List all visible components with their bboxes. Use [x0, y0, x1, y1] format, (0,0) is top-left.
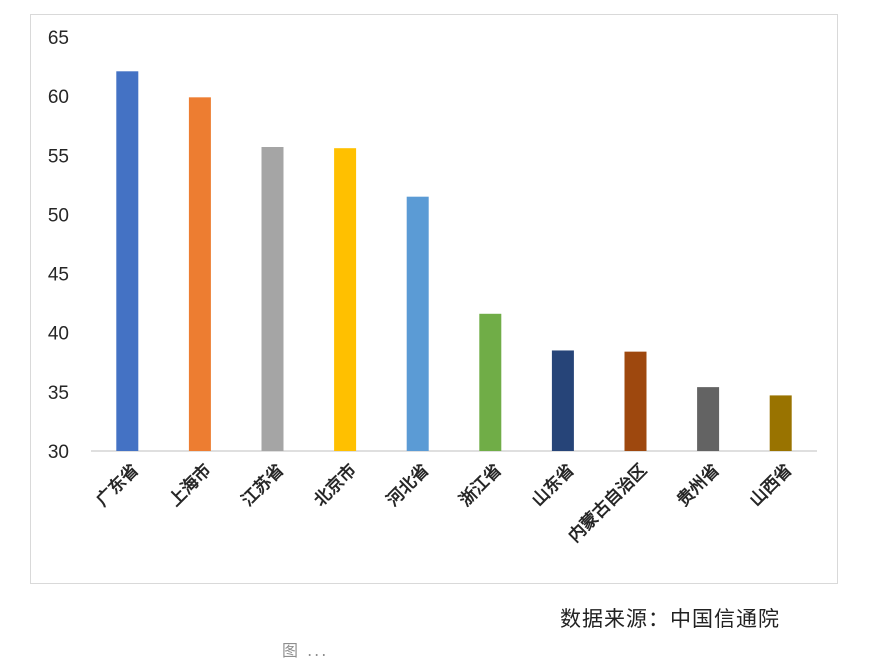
y-tick-label: 35 — [48, 383, 69, 404]
bar-7 — [551, 350, 574, 451]
figure-caption-cutoff: 图 ... — [282, 641, 329, 660]
x-category-label: 江苏省 — [237, 460, 288, 511]
x-category-label: 浙江省 — [455, 460, 506, 511]
bar-6 — [479, 313, 502, 451]
y-tick-label: 40 — [48, 324, 69, 345]
x-category-label: 北京市 — [310, 460, 361, 511]
bar-8 — [624, 351, 647, 451]
bar-3 — [261, 147, 284, 451]
x-category-label: 贵州省 — [673, 460, 724, 511]
bar-chart: 30 35 40 45 50 55 60 65 广东省 上海市 江苏省 北京市 河北省 浙江省 山东省内蒙古… — [48, 28, 817, 547]
x-category-label: 河北省 — [382, 460, 433, 511]
bar-10 — [769, 395, 792, 451]
y-tick-label: 30 — [48, 442, 69, 463]
y-tick-label: 65 — [48, 28, 69, 49]
x-category-label: 内蒙古自治区 — [564, 460, 651, 547]
y-tick-label: 60 — [48, 87, 69, 108]
bar-5 — [406, 196, 429, 451]
chart-frame: 30 35 40 45 50 55 60 65 广东省 上海市 江苏省 北京市 河北省 浙江省 山东省 内蒙古… — [30, 14, 838, 584]
x-category-label: 山东省 — [528, 460, 579, 511]
bar-9 — [697, 387, 720, 451]
bar-1 — [116, 71, 139, 451]
y-tick-label: 55 — [48, 146, 69, 167]
y-tick-label: 50 — [48, 205, 69, 226]
x-category-label: 山西省 — [745, 460, 796, 511]
bar-4 — [334, 148, 357, 451]
data-source-note: 数据来源：中国信通院 — [560, 607, 780, 631]
bar-2 — [188, 97, 211, 451]
x-category-label: 广东省 — [92, 460, 143, 511]
y-tick-label: 45 — [48, 265, 69, 286]
x-category-label: 上海市 — [165, 460, 216, 511]
